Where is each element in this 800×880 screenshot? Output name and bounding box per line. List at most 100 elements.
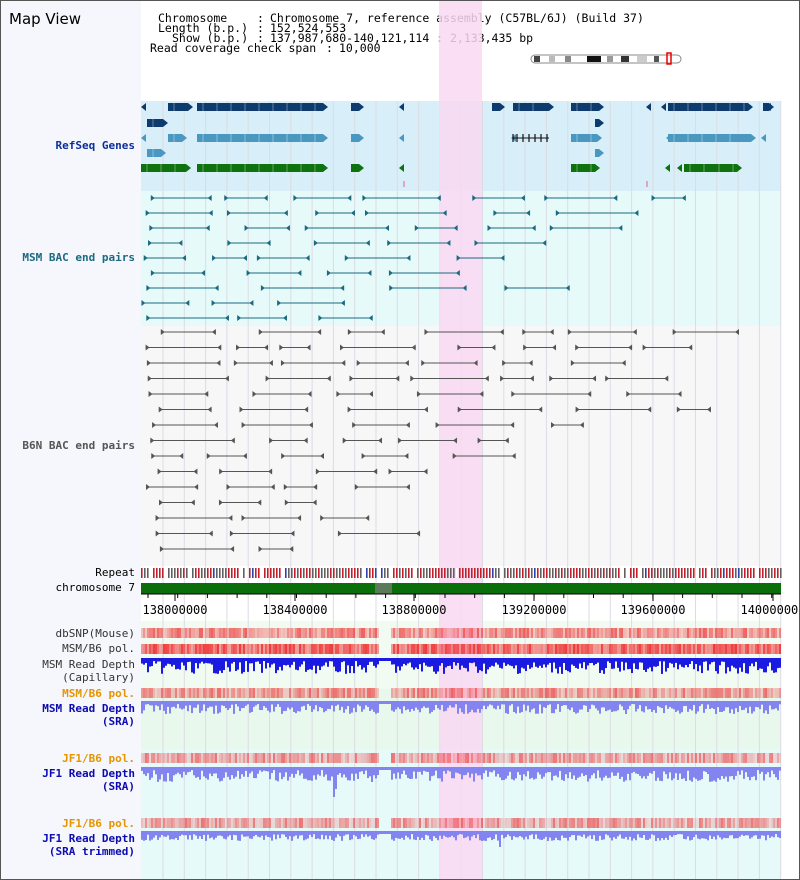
msm-bac-pair[interactable] — [224, 195, 268, 201]
b6n-bac-pair[interactable] — [315, 468, 378, 475]
msm-bac-pair[interactable] — [293, 195, 352, 201]
msm-bac-pair[interactable] — [362, 195, 441, 201]
b6n-bac-pair[interactable] — [477, 437, 509, 444]
msm-bac-pair[interactable] — [244, 225, 290, 231]
b6n-bac-pair[interactable] — [239, 406, 309, 413]
refseq-gene[interactable] — [239, 164, 328, 172]
msm-bac-pair[interactable] — [148, 240, 183, 246]
refseq-gene[interactable] — [168, 103, 193, 111]
refseq-gene[interactable] — [147, 149, 166, 157]
label-jf1-b6-pol-1[interactable]: JF1/B6 pol. — [62, 752, 135, 765]
label-msm-b6-pol-1[interactable]: MSM/B6 pol. — [62, 642, 135, 655]
label-msm-depth-capillary-1[interactable]: MSM Read Depth — [42, 658, 135, 671]
b6n-bac-pair[interactable] — [388, 468, 428, 475]
label-msm-depth-sra-1[interactable]: MSM Read Depth — [42, 702, 135, 715]
b6n-bac-pair[interactable] — [219, 468, 273, 475]
msm-bac-pair[interactable] — [149, 225, 210, 231]
msm-bac-pair[interactable] — [389, 285, 467, 291]
b6n-bac-pair[interactable] — [500, 375, 534, 382]
b6n-bac-pair[interactable] — [626, 391, 682, 397]
msm-bac-pair[interactable] — [141, 300, 190, 306]
b6n-bac-pair[interactable] — [549, 375, 597, 382]
label-b6n-bac[interactable]: B6N BAC end pairs — [22, 439, 135, 452]
b6n-bac-pair[interactable] — [145, 344, 222, 351]
b6n-bac-pair[interactable] — [159, 546, 235, 552]
dbsnp-track[interactable] — [141, 628, 781, 638]
msm-bac-pair[interactable] — [549, 225, 623, 231]
b6n-bac-pair[interactable] — [229, 530, 295, 537]
b6n-bac-pair[interactable] — [241, 515, 302, 521]
b6n-bac-pair[interactable] — [575, 344, 633, 351]
b6n-bac-pair[interactable] — [642, 344, 693, 351]
b6n-bac-pair[interactable] — [159, 499, 195, 506]
msm-bac-pair[interactable] — [150, 195, 212, 201]
refseq-gene[interactable] — [571, 164, 600, 172]
b6n-bac-pair[interactable] — [233, 360, 273, 366]
msm-bac-pair[interactable] — [318, 315, 373, 321]
refseq-gene[interactable] — [713, 164, 742, 172]
b6n-bac-pair[interactable] — [265, 375, 331, 382]
msm-bac-pair[interactable] — [315, 210, 355, 216]
b6n-bac-pair[interactable] — [148, 391, 209, 397]
msm-bac-pair[interactable] — [146, 315, 229, 321]
refseq-gene[interactable] — [141, 164, 191, 172]
b6n-bac-pair[interactable] — [342, 437, 382, 444]
jf1-depth-trim-track[interactable] — [141, 831, 781, 847]
b6n-bac-pair[interactable] — [146, 360, 221, 366]
msm-bac-pair[interactable] — [487, 225, 536, 231]
b6n-bac-pair[interactable] — [281, 453, 325, 459]
refseq-gene[interactable] — [239, 134, 328, 142]
msm-bac-pair[interactable] — [212, 255, 248, 261]
msm-bac-pairs[interactable] — [141, 195, 686, 321]
b6n-bac-pair[interactable] — [347, 329, 385, 335]
label-jf1-depth-sra-1[interactable]: JF1 Read Depth — [42, 767, 135, 780]
b6n-bac-pair[interactable] — [241, 422, 313, 428]
repeat-track[interactable] — [141, 568, 782, 578]
refseq-gene[interactable] — [571, 134, 602, 142]
b6n-bac-pair[interactable] — [575, 406, 652, 413]
b6n-bac-pair[interactable] — [152, 422, 218, 428]
refseq-gene[interactable] — [743, 134, 756, 142]
msm-bac-pair[interactable] — [387, 240, 451, 246]
b6n-bac-pair[interactable] — [157, 468, 198, 475]
refseq-gene[interactable] — [351, 164, 364, 172]
b6n-bac-pair[interactable] — [605, 375, 669, 382]
chromosome-bar[interactable] — [141, 583, 781, 594]
b6n-bac-pair[interactable] — [452, 453, 516, 459]
msm-bac-pair[interactable] — [472, 195, 525, 201]
msm-bac-pair[interactable] — [143, 255, 187, 261]
msm-bac-pair[interactable] — [414, 225, 458, 231]
b6n-bac-pair[interactable] — [147, 375, 229, 382]
b6n-bac-pair[interactable] — [236, 344, 269, 351]
b6n-bac-pair[interactable] — [424, 329, 504, 335]
msm-b6-pol-track[interactable] — [141, 644, 781, 654]
b6n-bac-pair[interactable] — [158, 406, 212, 413]
b6n-bac-pair[interactable] — [218, 499, 262, 506]
msm-bac-pair[interactable] — [504, 285, 570, 291]
jf1-b6-pol-track[interactable] — [141, 753, 781, 763]
b6n-bac-pair[interactable] — [567, 329, 637, 335]
msm-bac-pair[interactable] — [313, 240, 370, 246]
msm-bac-pair[interactable] — [277, 300, 345, 306]
b6n-bac-pair[interactable] — [284, 499, 317, 506]
b6n-bac-pair[interactable] — [349, 375, 400, 382]
refseq-gene[interactable] — [571, 103, 604, 111]
b6n-bac-pair[interactable] — [352, 422, 410, 428]
b6n-bac-pair[interactable] — [416, 391, 484, 397]
label-repeat[interactable]: Repeat — [95, 566, 135, 579]
b6n-bac-pair[interactable] — [435, 422, 515, 428]
b6n-bac-pair[interactable] — [502, 360, 533, 366]
msm-bac-pair[interactable] — [246, 270, 302, 276]
msm-bac-pair[interactable] — [145, 210, 213, 216]
msm-depth-sra-track[interactable] — [141, 701, 781, 714]
msm-bac-pair[interactable] — [260, 285, 345, 291]
b6n-bac-pair[interactable] — [155, 530, 213, 537]
refseq-gene[interactable] — [513, 103, 554, 111]
b6n-bac-pair[interactable] — [258, 546, 294, 552]
b6n-bac-pair[interactable] — [339, 344, 416, 351]
b6n-bac-pair[interactable] — [151, 453, 184, 459]
msm-bac-pair[interactable] — [304, 225, 389, 231]
b6n-bac-pair[interactable] — [150, 437, 235, 444]
b6n-bac-pair[interactable] — [421, 360, 478, 366]
b6n-bac-pair[interactable] — [283, 484, 318, 490]
